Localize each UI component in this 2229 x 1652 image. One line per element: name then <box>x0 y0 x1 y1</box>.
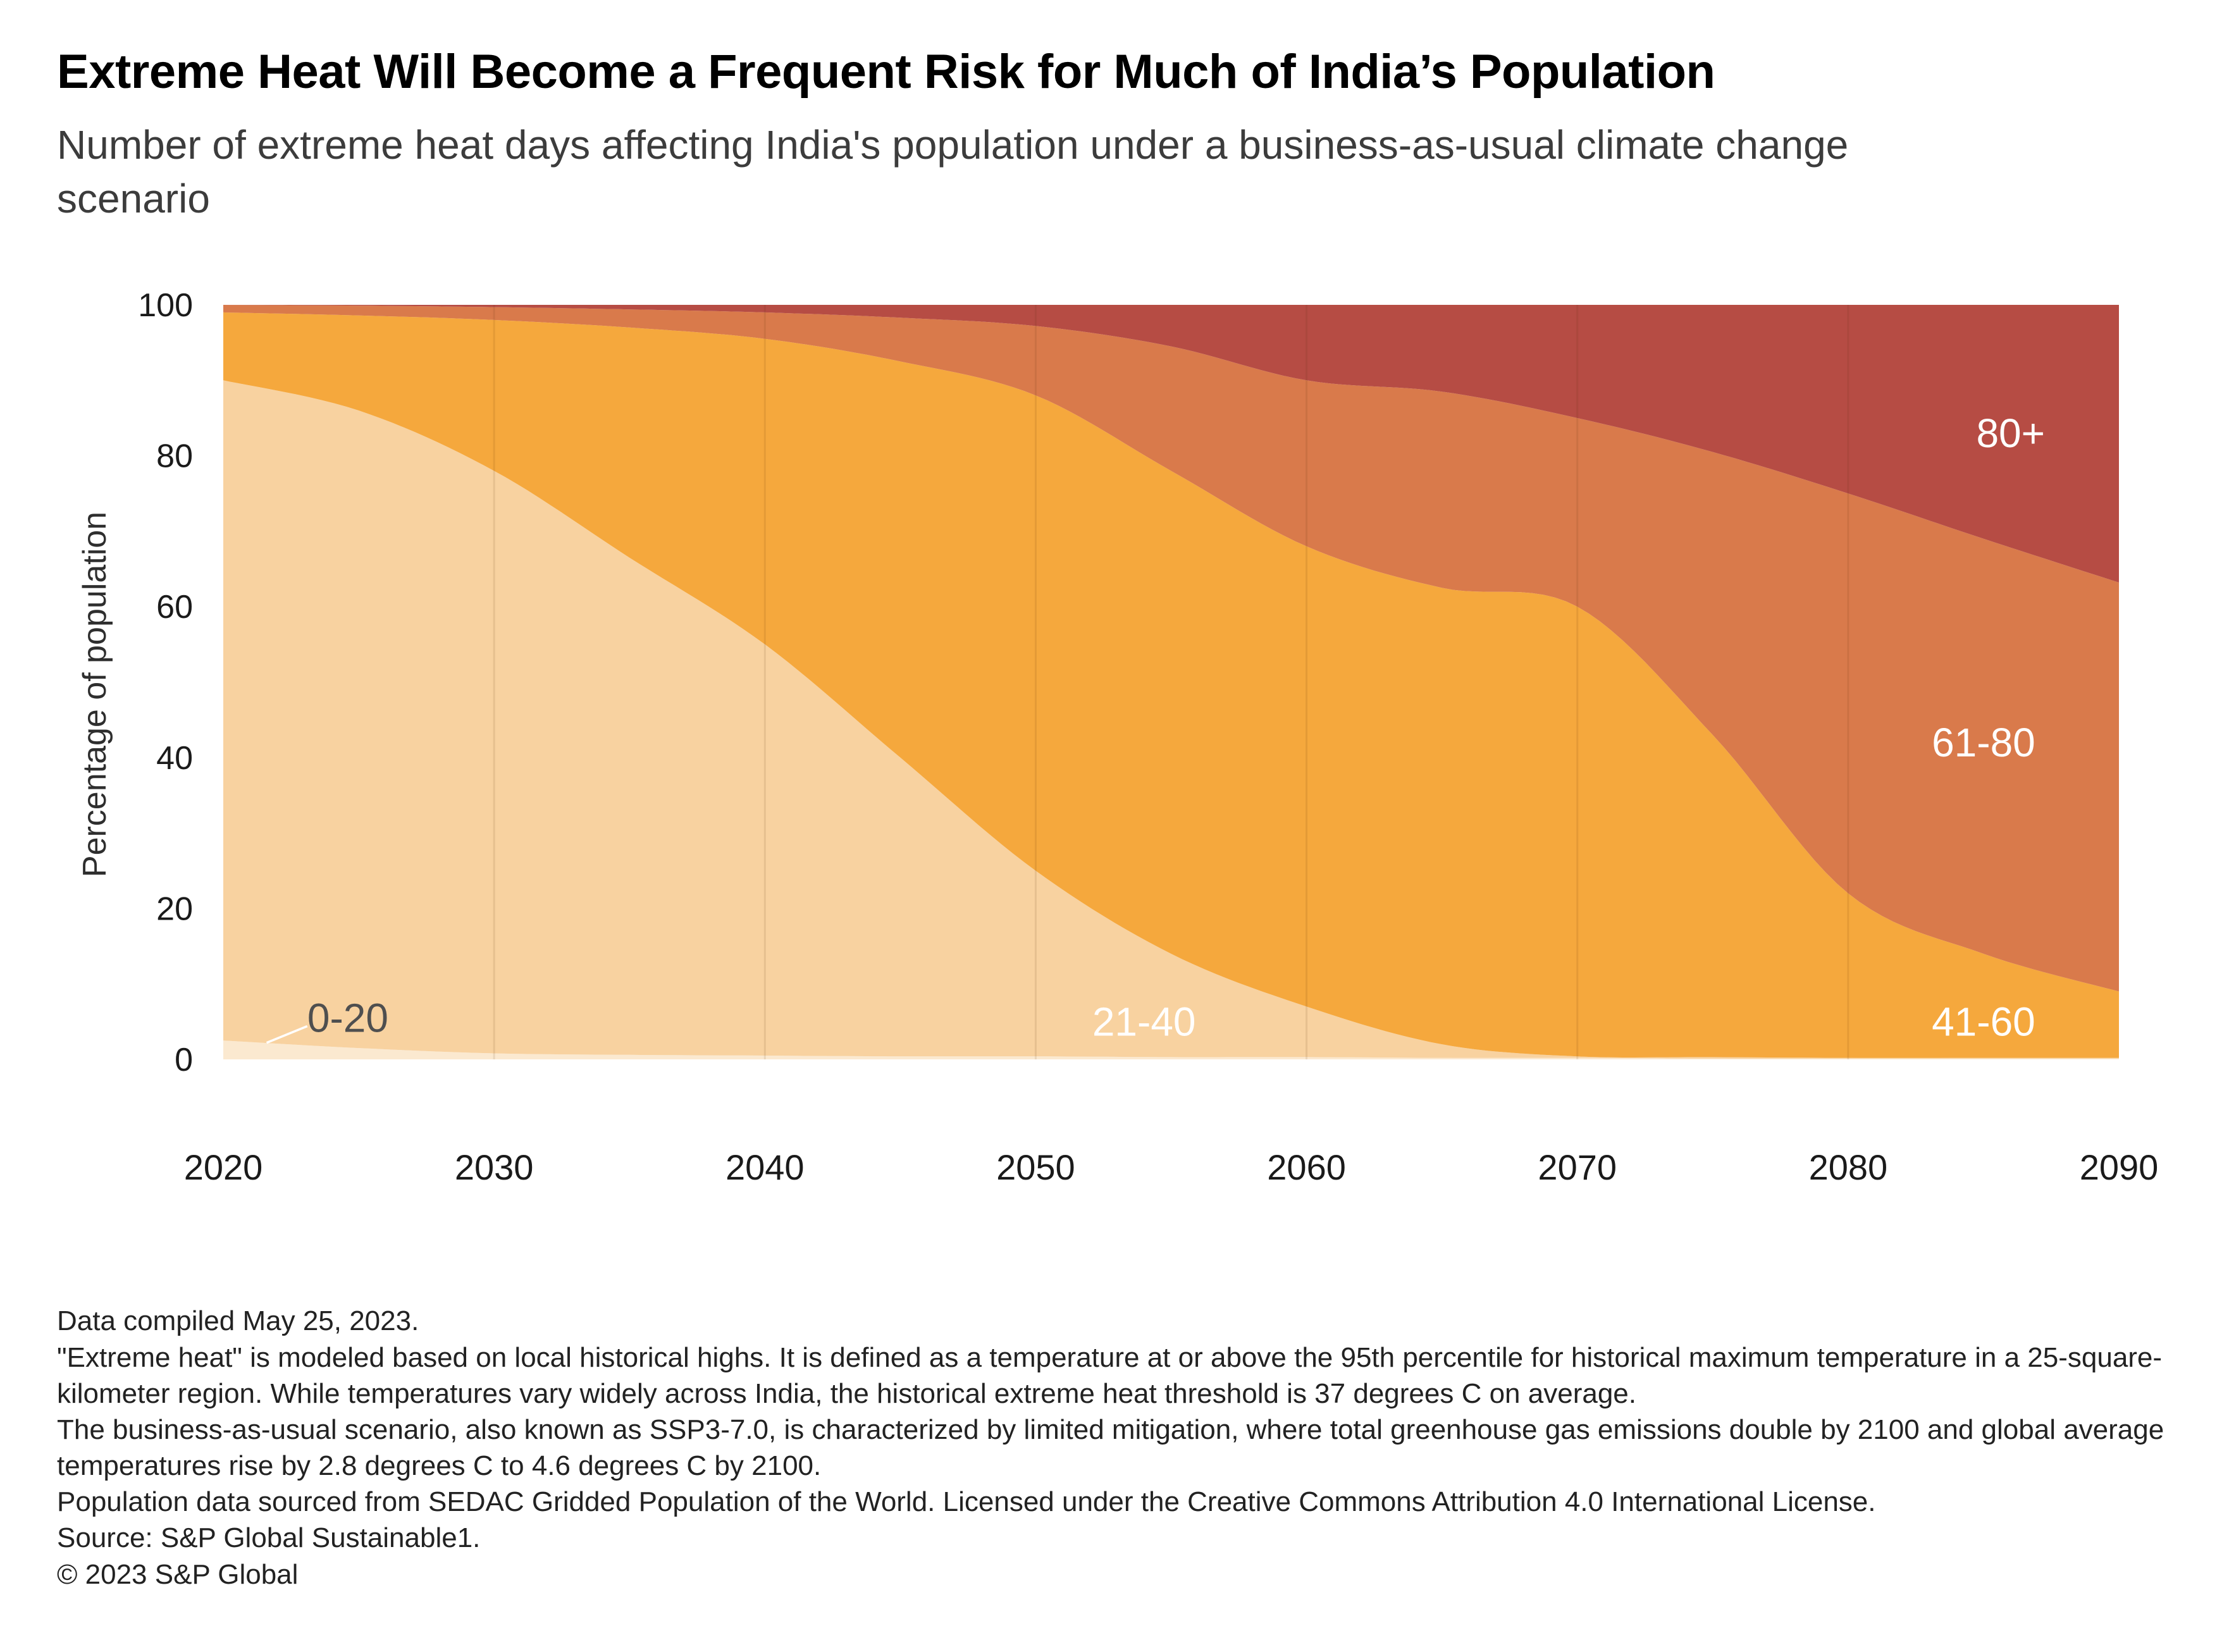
x-tick-label-2050: 2050 <box>996 1147 1075 1187</box>
footnote-source: Source: S&P Global Sustainable1. <box>57 1522 481 1554</box>
band-label-0-20: 0-20 <box>307 996 388 1041</box>
x-tick-label-2040: 2040 <box>726 1147 805 1187</box>
x-tick-label-2030: 2030 <box>455 1147 534 1187</box>
y-tick-label-80: 80 <box>156 438 193 475</box>
x-tick-label-2080: 2080 <box>1809 1147 1888 1187</box>
area-band-80+ <box>223 305 2119 583</box>
area-band-41-60 <box>223 312 2119 1059</box>
footnote-copyright: © 2023 S&P Global <box>57 1558 299 1590</box>
footnote-data-compiled: Data compiled May 25, 2023. <box>57 1305 419 1337</box>
y-tick-label-60: 60 <box>156 589 193 626</box>
band-label-61-80: 61-80 <box>1932 720 2035 765</box>
y-tick-label-20: 20 <box>156 891 193 928</box>
area-band-0-20 <box>223 1040 2119 1060</box>
chart-subtitle: Number of extreme heat days affecting In… <box>57 122 1849 221</box>
footnotes: Data compiled May 25, 2023. "Extreme hea… <box>57 1303 2172 1593</box>
footnote-extreme-heat-definition: "Extreme heat" is modeled based on local… <box>57 1341 2163 1409</box>
x-tick-label-2090: 2090 <box>2080 1147 2159 1187</box>
footnote-population-data: Population data sourced from SEDAC Gridd… <box>57 1486 1876 1518</box>
footnote-scenario-definition: The business-as-usual scenario, also kno… <box>57 1414 2164 1482</box>
chart-region: 0 20 40 60 80 100 2020 2030 2040 2050 2060 2070 2080… <box>0 267 2229 1209</box>
band-label-21-40: 21-40 <box>1092 999 1196 1045</box>
x-tick-label-2020: 2020 <box>184 1147 263 1187</box>
y-tick-label-40: 40 <box>156 740 193 777</box>
x-tick-label-2060: 2060 <box>1267 1147 1346 1187</box>
x-tick-label-2070: 2070 <box>1538 1147 1617 1187</box>
y-axis-title: Percentage of population <box>77 512 113 878</box>
y-tick-label-100: 100 <box>138 287 193 324</box>
chart-title: Extreme Heat Will Become a Frequent Risk… <box>57 45 1715 99</box>
area-band-61-80 <box>223 305 2119 992</box>
band-label-41-60: 41-60 <box>1932 999 2035 1045</box>
label-leader-line <box>266 1025 308 1044</box>
area-band-21-40 <box>223 380 2119 1059</box>
band-label-80+: 80+ <box>1976 410 2045 456</box>
y-tick-label-0: 0 <box>175 1042 193 1078</box>
